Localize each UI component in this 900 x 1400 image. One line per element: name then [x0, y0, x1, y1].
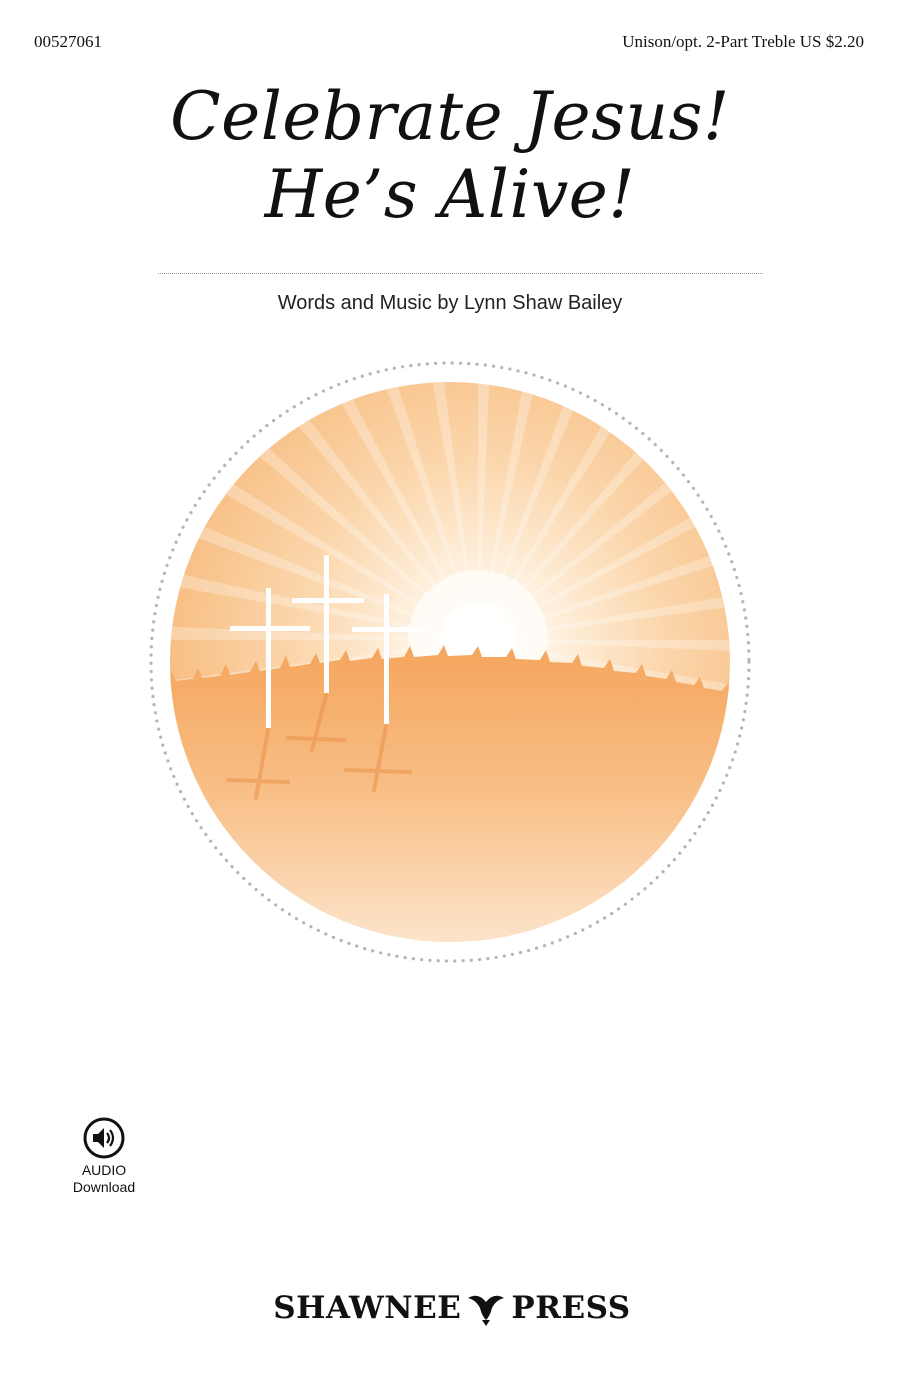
- sun-ray: [170, 441, 478, 640]
- dove-icon: [468, 1295, 505, 1326]
- three-crosses: [230, 555, 426, 728]
- dotted-ring: [149, 361, 751, 963]
- sun-ray: [170, 527, 478, 640]
- divider: [158, 273, 763, 274]
- sun-ray: [170, 617, 478, 640]
- title-line-1: Celebrate Jesus!: [170, 78, 730, 155]
- sun-ray: [170, 382, 478, 640]
- product-number: 00527061: [34, 32, 102, 51]
- publisher-word-2: PRESS: [511, 1290, 631, 1326]
- sunrise-crosses-illustration: [149, 361, 751, 963]
- sun-ray: [478, 640, 730, 663]
- publisher-logo: SHAWNEE PRESS: [272, 1280, 632, 1336]
- sun-ray: [170, 382, 478, 640]
- audio-label-line1: AUDIO: [81, 1162, 127, 1178]
- audio-label-line2: Download: [72, 1179, 136, 1195]
- audio-download-label: AUDIO Download: [54, 1162, 154, 1196]
- sun-ray: [218, 382, 478, 640]
- publisher-word-1: SHAWNEE: [273, 1290, 462, 1326]
- sun-ray: [300, 382, 478, 640]
- sun-ray: [478, 382, 501, 640]
- credits: Words and Music by Lynn Shaw Bailey: [277, 292, 623, 314]
- grass-hill: [170, 645, 730, 942]
- title-line-2: He’s Alive!: [264, 156, 636, 233]
- sun-ray: [478, 549, 730, 640]
- audio-speaker-icon: [83, 1117, 125, 1159]
- cross-shadows: [226, 693, 412, 800]
- sun-ray: [170, 382, 478, 640]
- voicing-price: Unison/opt. 2-Part Treble US $2.20: [622, 32, 864, 51]
- song-title: Celebrate Jesus! He’s Alive!: [0, 78, 900, 234]
